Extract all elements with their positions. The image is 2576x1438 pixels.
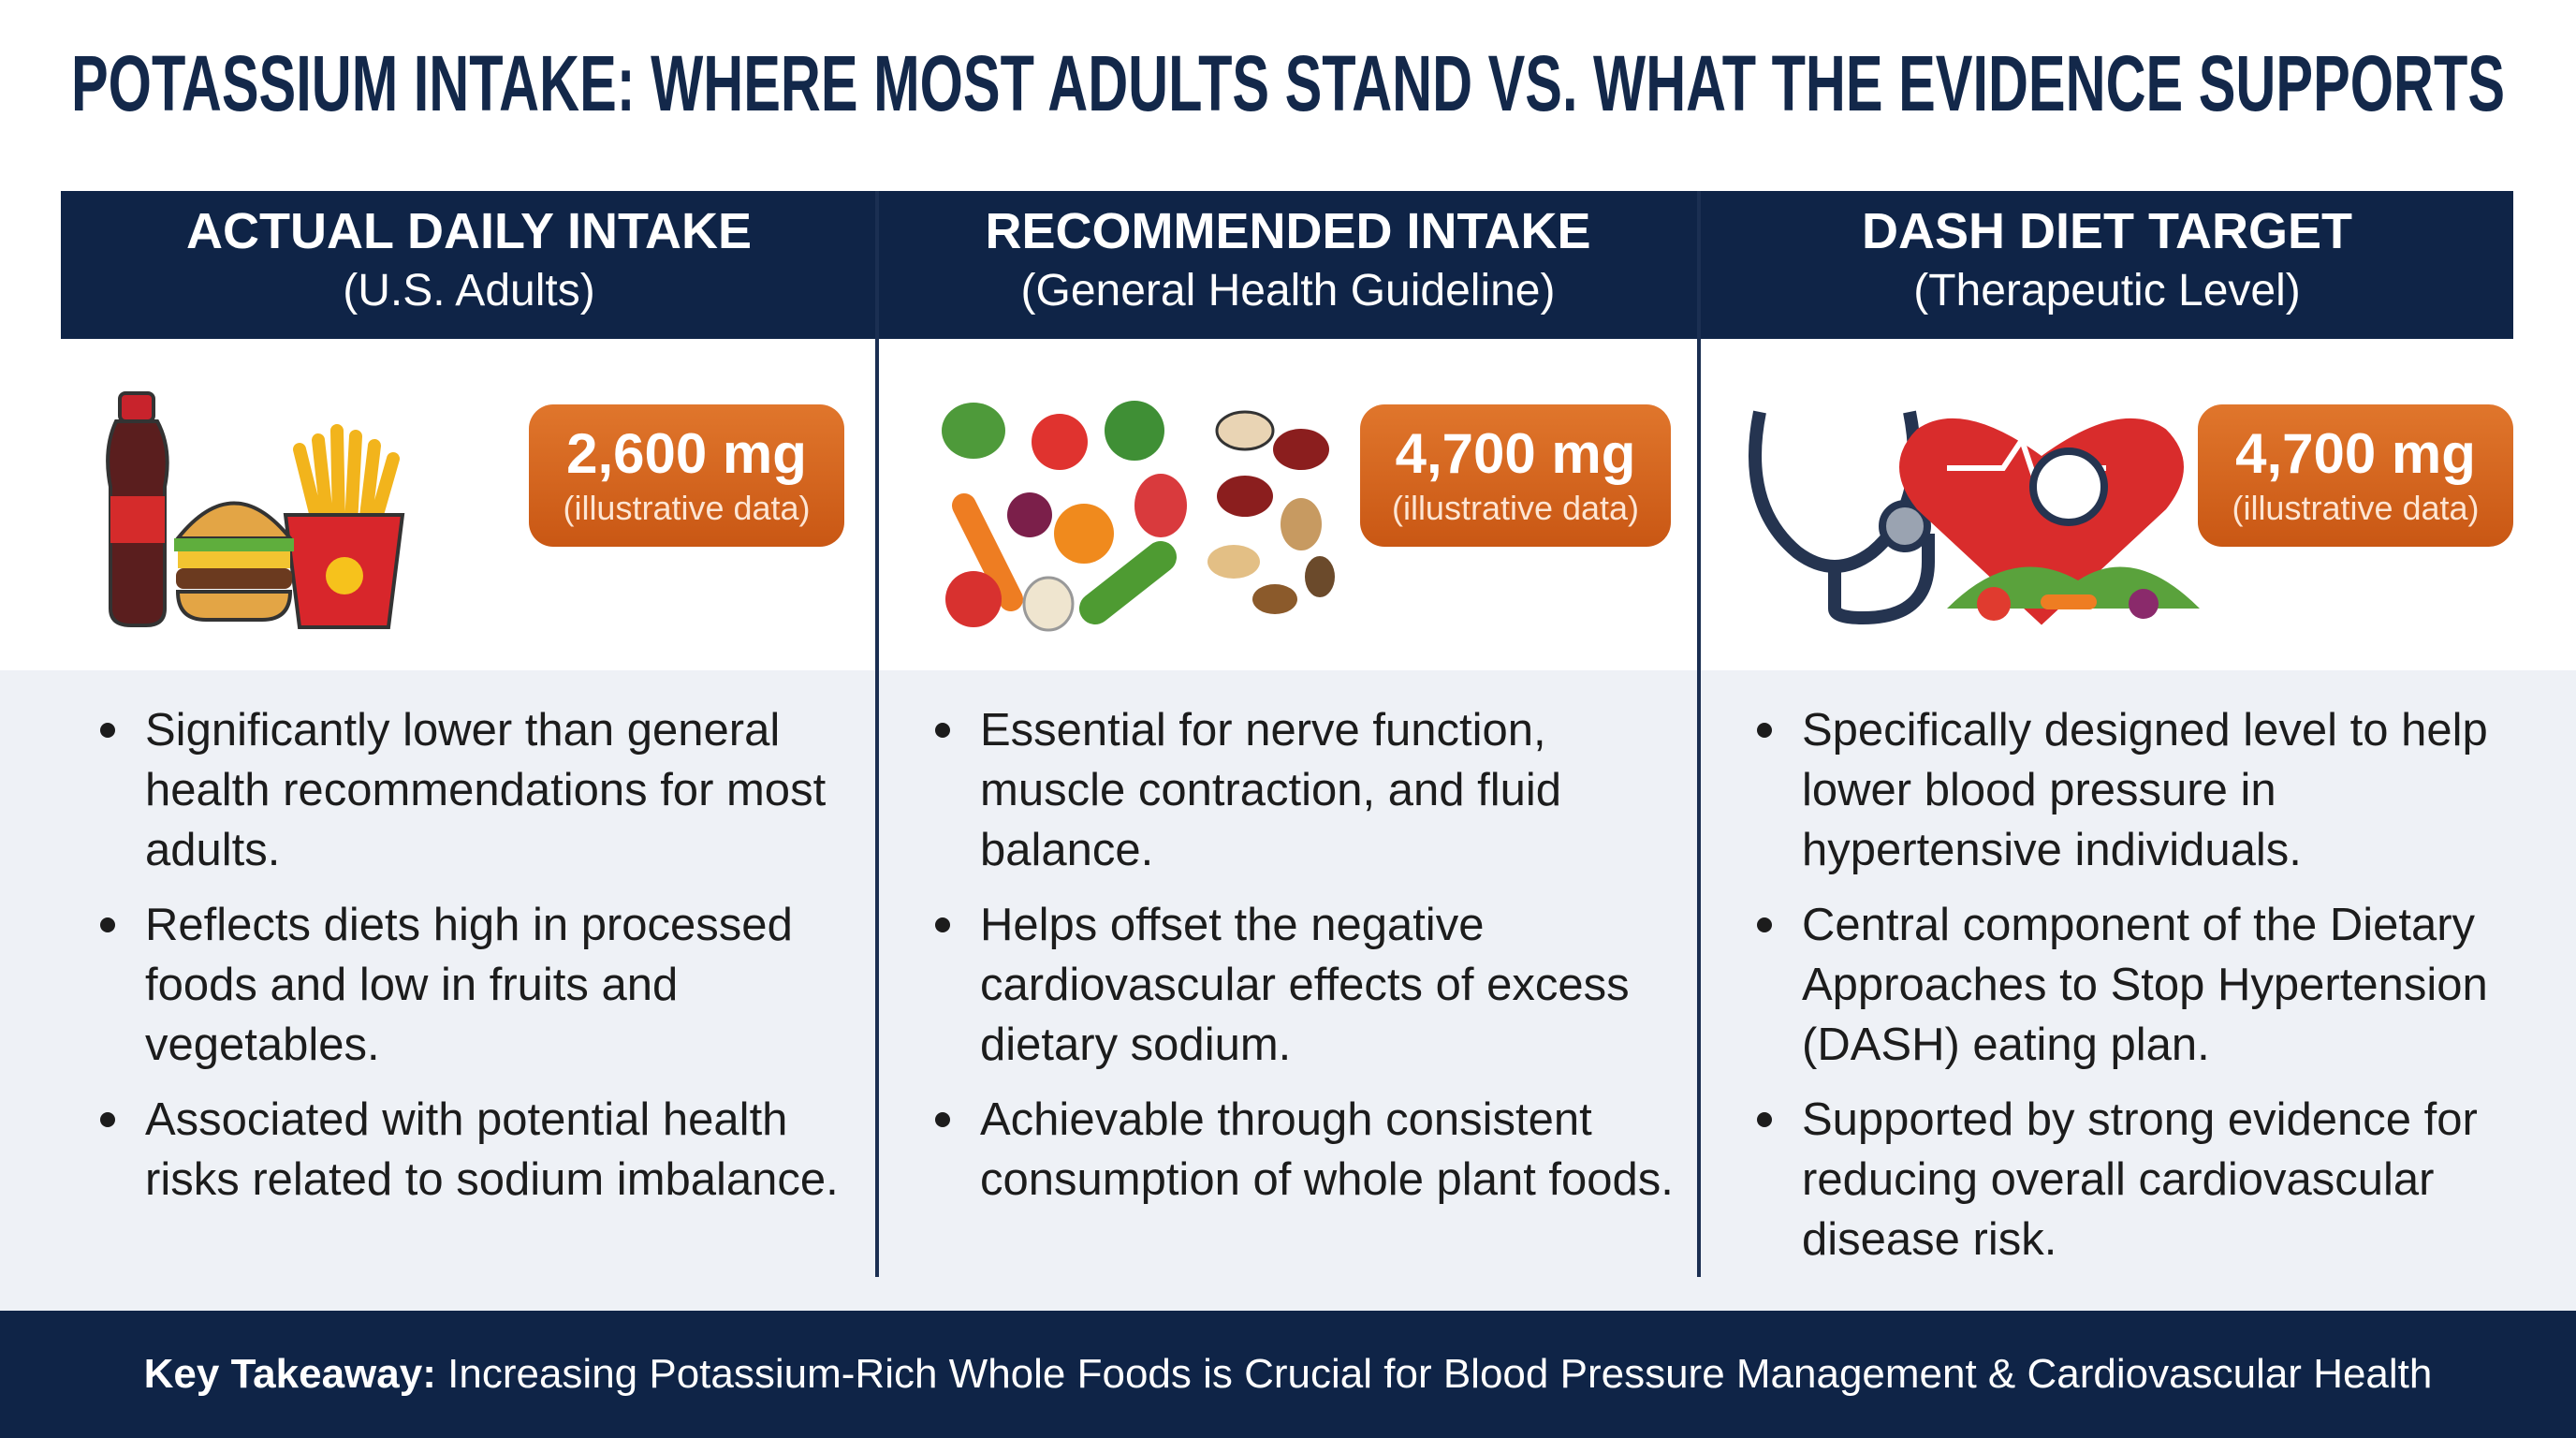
column-divider — [875, 191, 879, 1277]
value-badge: 4,700 mg (illustrative data) — [1360, 404, 1671, 547]
bullet-item: Specifically designed level to help lowe… — [1746, 700, 2513, 880]
bullet-list: Specifically designed level to help lowe… — [1746, 700, 2513, 1284]
bullet-list: Essential for nerve function, muscle con… — [924, 700, 1701, 1225]
value-note: (illustrative data) — [563, 489, 811, 527]
bullet-item: Associated with potential health risks r… — [89, 1090, 875, 1210]
title: POTASSIUM INTAKE: WHERE MOST ADULTS STAN… — [71, 39, 2505, 127]
bullet-item: Essential for nerve function, muscle con… — [924, 700, 1701, 880]
value-note: (illustrative data) — [2232, 489, 2480, 527]
column-header: RECOMMENDED INTAKE (General Health Guidel… — [879, 200, 1697, 331]
column-header: ACTUAL DAILY INTAKE (U.S. Adults) — [61, 200, 877, 331]
produce-icons — [942, 401, 1335, 632]
column-heading: DASH DIET TARGET — [1862, 203, 2352, 259]
footer-text: Increasing Potassium-Rich Whole Foods is… — [447, 1351, 2433, 1397]
bullet-item: Significantly lower than general health … — [89, 700, 875, 880]
title-area: POTASSIUM INTAKE: WHERE MOST ADULTS STAN… — [71, 39, 2505, 127]
junk-food-icons — [106, 391, 405, 629]
health-icons — [1749, 410, 2200, 625]
footer: Key Takeaway: Increasing Potassium-Rich … — [0, 1311, 2576, 1438]
bullet-list: Significantly lower than general health … — [89, 700, 875, 1225]
intake-value: 2,600 mg — [566, 422, 807, 485]
column-subheading: (General Health Guideline) — [1020, 266, 1556, 315]
bullet-item: Central component of the Dietary Approac… — [1746, 895, 2513, 1075]
column-heading: RECOMMENDED INTAKE — [985, 203, 1591, 259]
value-badge: 2,600 mg (illustrative data) — [529, 404, 844, 547]
bullet-item: Helps offset the negative cardiovascular… — [924, 895, 1701, 1075]
header-bar — [61, 191, 2513, 339]
footer-label: Key Takeaway: — [143, 1351, 436, 1397]
value-note: (illustrative data) — [1391, 489, 1640, 527]
column-subheading: (U.S. Adults) — [343, 266, 595, 315]
intake-value: 4,700 mg — [2235, 422, 2476, 485]
bullet-item: Supported by strong evidence for reducin… — [1746, 1090, 2513, 1269]
column-divider — [1697, 191, 1701, 1277]
column-header: DASH DIET TARGET (Therapeutic Level) — [1701, 200, 2513, 331]
column-heading: ACTUAL DAILY INTAKE — [185, 203, 753, 259]
bullet-panel — [0, 670, 2576, 1311]
column-subheading: (Therapeutic Level) — [1913, 266, 2301, 315]
intake-value: 4,700 mg — [1395, 422, 1636, 485]
bullet-item: Achievable through consistent consumptio… — [924, 1090, 1701, 1210]
value-badge: 4,700 mg (illustrative data) — [2198, 404, 2513, 547]
bullet-item: Reflects diets high in processed foods a… — [89, 895, 875, 1075]
